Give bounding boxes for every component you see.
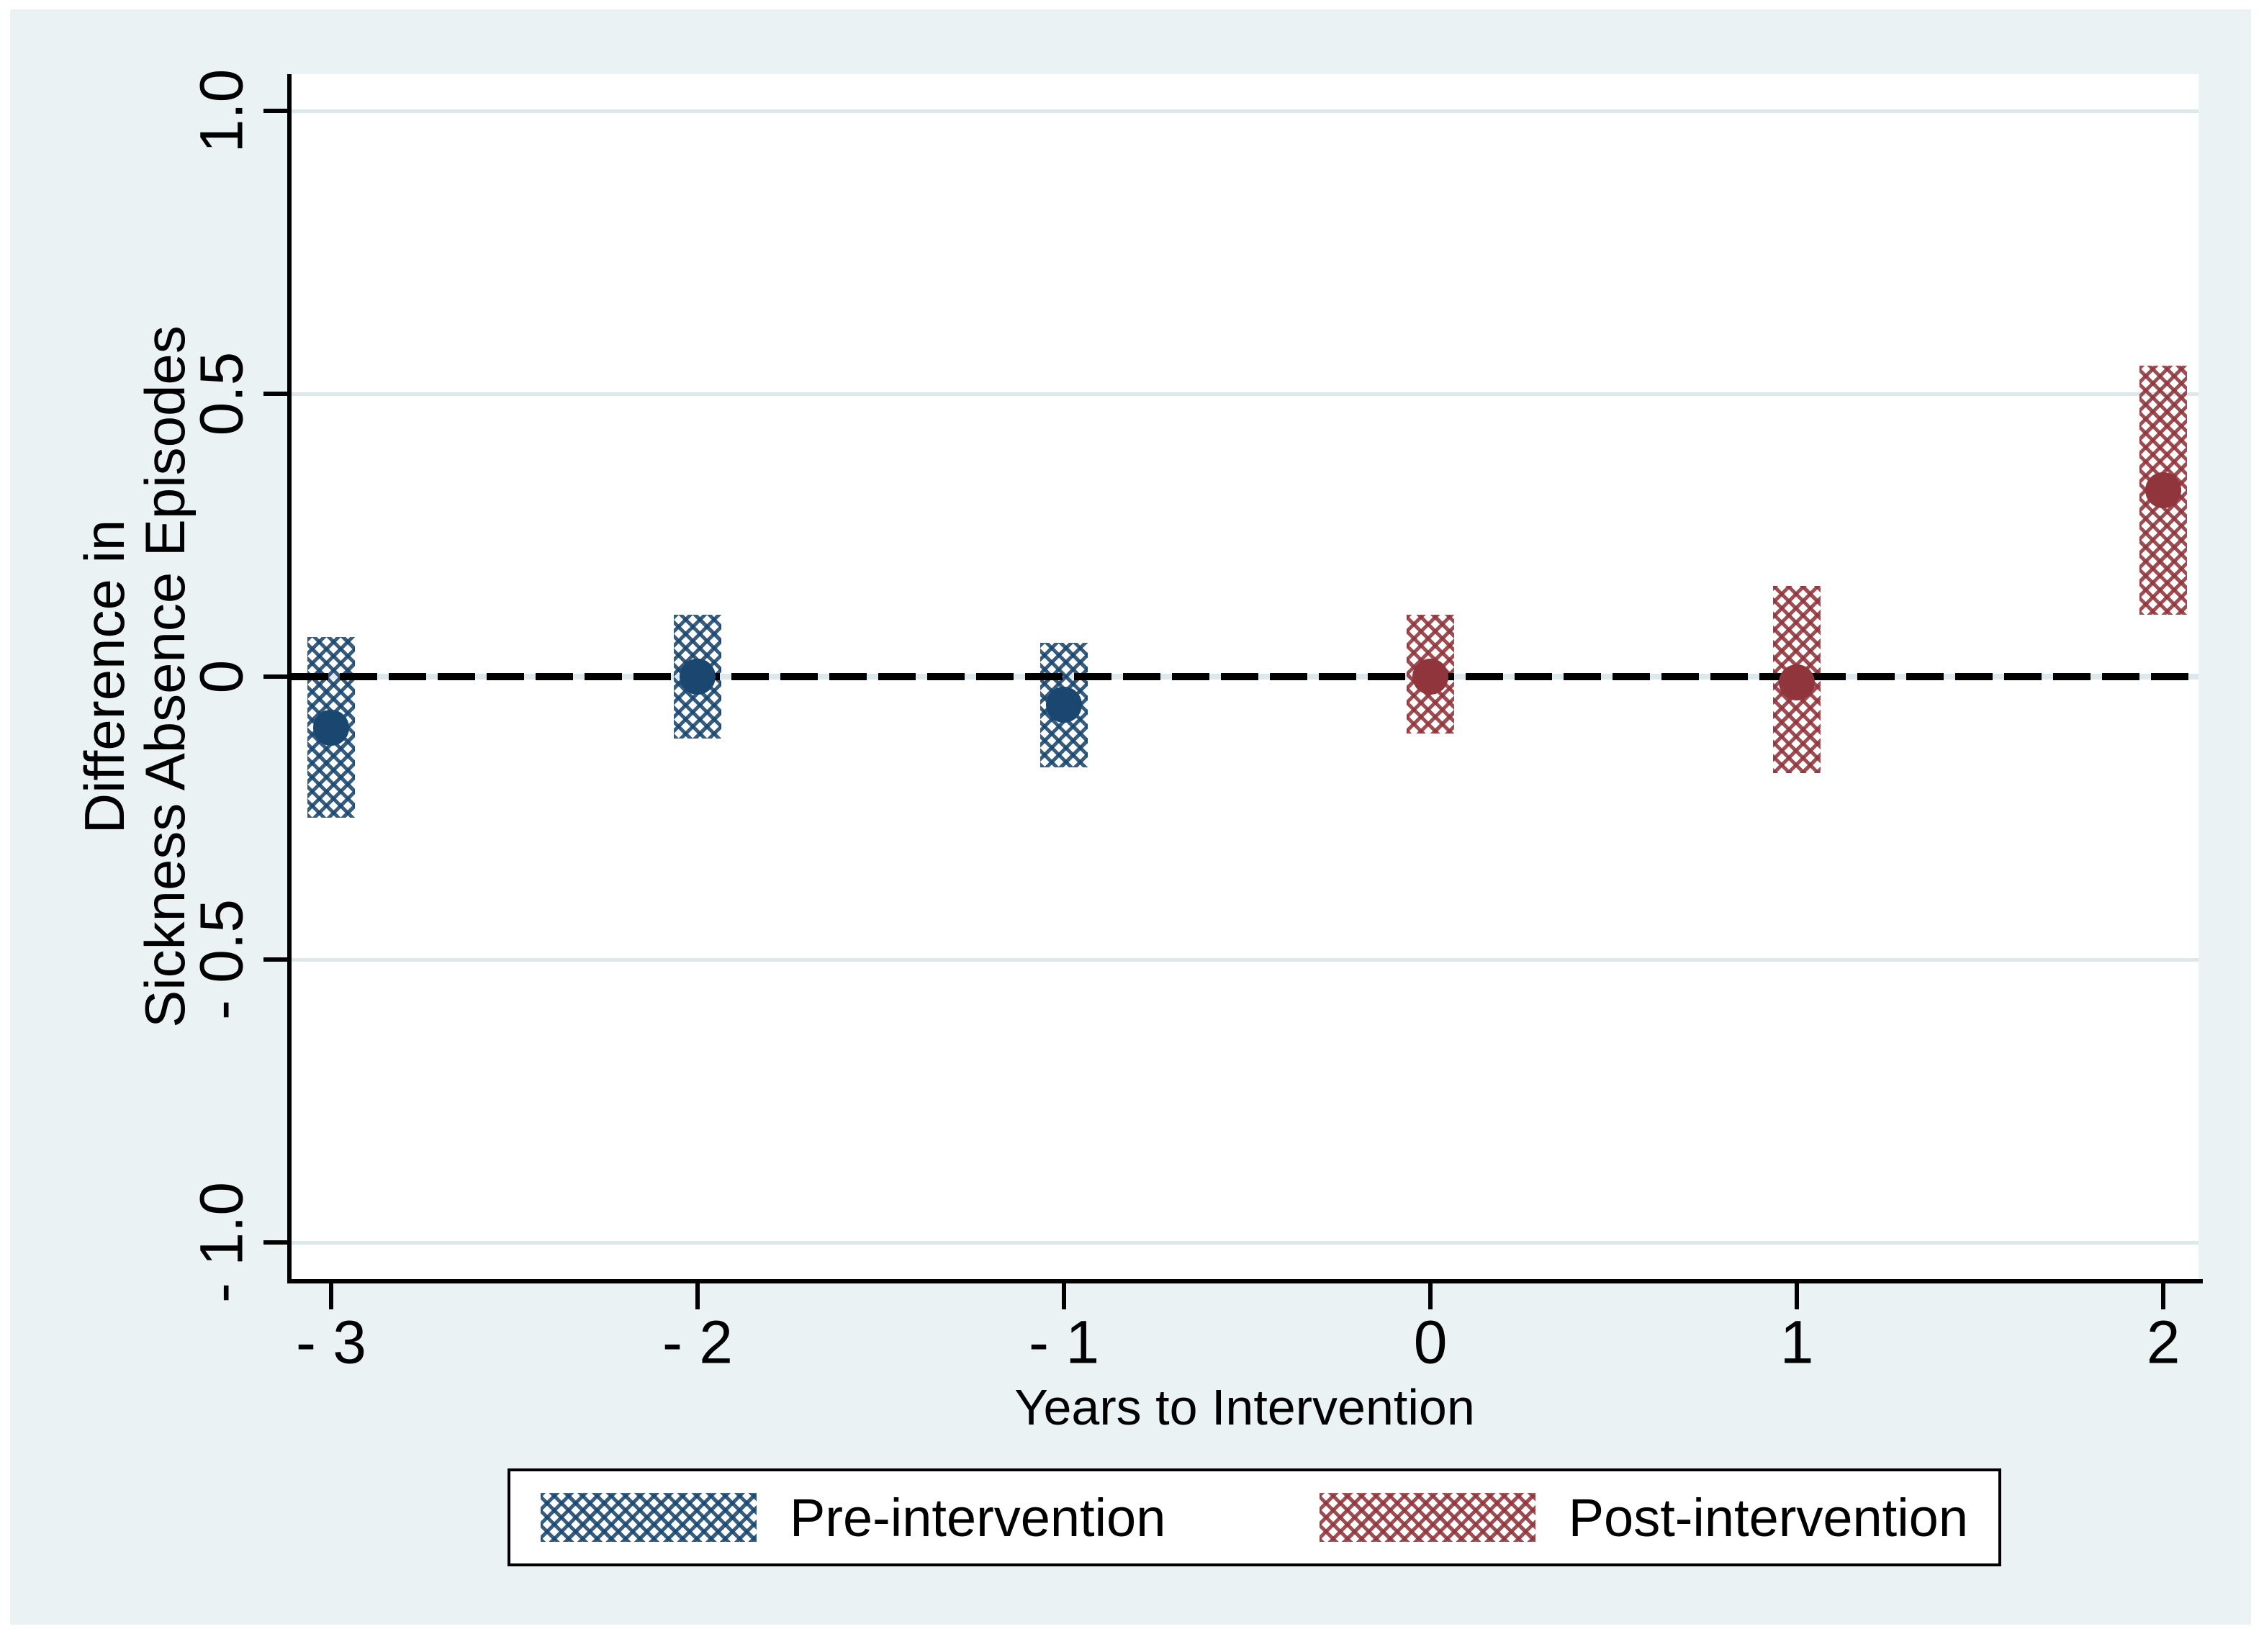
estimate-dot-pre-intervention-x-3 <box>312 709 349 746</box>
y-gridline--0.5 <box>291 957 2198 962</box>
x-tick-2 <box>2161 1283 2166 1309</box>
y-tick-1 <box>263 109 291 114</box>
x-axis-title: Years to Intervention <box>1014 1379 1475 1435</box>
y-axis-title-line2: Sickness Absence Episodes <box>133 325 197 1028</box>
y-axis-title-line1: Difference in <box>72 519 136 834</box>
y-axis-line <box>287 74 292 1283</box>
legend-entry-post: Post-intervention <box>1319 1487 1968 1548</box>
post-intervention-hatch-swatch <box>1319 1493 1535 1542</box>
y-tick-label--0.5: - 0.5 <box>187 898 256 1020</box>
y-gridline-1 <box>291 109 2198 114</box>
x-tick--1 <box>1062 1283 1067 1309</box>
y-gridline-0.5 <box>291 392 2198 397</box>
x-tick-label--3: - 3 <box>295 1308 366 1376</box>
legend-box: Pre-intervention Post-intervention <box>508 1468 2001 1566</box>
estimate-dot-post-intervention-x1 <box>1779 664 1816 700</box>
legend-label-pre: Pre-intervention <box>790 1487 1166 1548</box>
estimate-dot-pre-intervention-x-1 <box>1046 687 1083 723</box>
y-tick-label-1: 1.0 <box>187 68 256 153</box>
x-tick-label-1: 1 <box>1780 1308 1814 1376</box>
estimate-dot-pre-intervention-x-2 <box>680 659 716 695</box>
x-tick-0 <box>1428 1283 1433 1309</box>
y-axis-title: Difference in Sickness Absence Episodes <box>72 325 197 1028</box>
y-tick--1 <box>263 1240 291 1245</box>
x-tick-1 <box>1795 1283 1800 1309</box>
x-tick--3 <box>328 1283 333 1309</box>
legend-label-post: Post-intervention <box>1568 1487 1968 1548</box>
y-tick-label-0.5: 0.5 <box>187 351 256 436</box>
pre-intervention-hatch-swatch <box>541 1493 757 1542</box>
estimate-dot-post-intervention-x2 <box>2145 471 2182 508</box>
y-tick-label--1: - 1.0 <box>187 1181 256 1303</box>
y-tick-0.5 <box>263 392 291 397</box>
y-tick--0.5 <box>263 957 291 962</box>
y-tick-label-0: 0 <box>187 659 256 694</box>
estimate-dot-post-intervention-x0 <box>1412 659 1449 695</box>
x-tick-label-0: 0 <box>1413 1308 1448 1376</box>
x-tick-label--1: - 1 <box>1029 1308 1100 1376</box>
y-tick-0 <box>263 674 291 679</box>
x-tick-label-2: 2 <box>2146 1308 2180 1376</box>
y-gridline--1 <box>291 1240 2198 1245</box>
zero-reference-line <box>291 673 2198 680</box>
legend-entry-pre: Pre-intervention <box>541 1487 1165 1548</box>
x-tick-label--2: - 2 <box>662 1308 734 1376</box>
x-axis-line <box>287 1279 2203 1283</box>
x-tick--2 <box>695 1283 700 1309</box>
